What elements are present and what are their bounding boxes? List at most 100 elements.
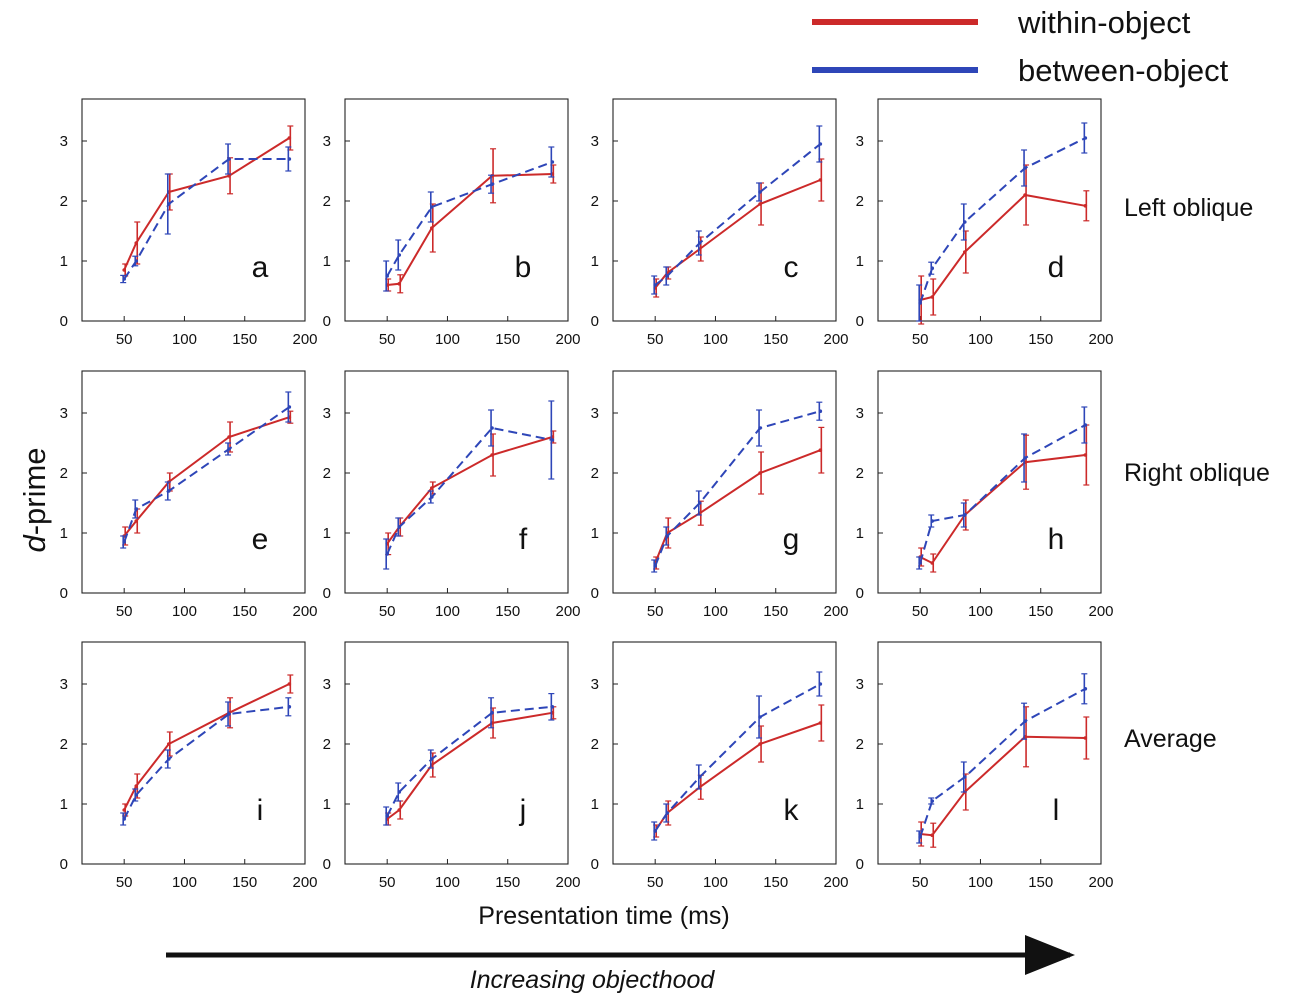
x-tick-label: 50 (912, 603, 929, 620)
within-object-point (287, 136, 292, 140)
x-tick-label: 50 (379, 874, 396, 891)
panel-f: 50 100 150 200 0 1 2 3 f (323, 370, 581, 620)
between-object-point (918, 561, 922, 565)
x-tick-label: 200 (1088, 874, 1113, 891)
panel-d: 50 100 150 200 0 1 2 3 d (856, 98, 1114, 348)
row-label-right-oblique: Right oblique (1124, 459, 1270, 487)
between-object-point (962, 513, 967, 517)
between-object-point (758, 190, 762, 194)
y-tick-label: 2 (60, 736, 68, 753)
y-tick-label: 1 (60, 796, 68, 813)
between-object-point (665, 811, 670, 815)
x-tick-label: 200 (555, 874, 580, 891)
between-object-line (919, 687, 1086, 838)
x-tick-label: 50 (379, 603, 396, 620)
within-object-point (134, 519, 139, 523)
y-tick-label: 2 (856, 736, 864, 753)
y-tick-label: 2 (323, 736, 331, 753)
within-object-point (1023, 193, 1027, 197)
between-object-point (818, 682, 823, 686)
within-object-point (122, 268, 126, 272)
within-object-point (930, 561, 935, 565)
x-tick-label: 100 (172, 603, 197, 620)
between-object-point (397, 790, 402, 794)
between-object-point (227, 712, 231, 716)
x-tick-label: 100 (435, 331, 460, 348)
y-tick-label: 1 (591, 796, 599, 813)
between-object-point (1023, 456, 1027, 460)
plot-frame (81, 370, 306, 594)
x-tick-label: 200 (1088, 603, 1113, 620)
between-object-point (818, 142, 823, 146)
y-tick-label: 2 (591, 193, 599, 210)
panel-l: 50 100 150 200 0 1 2 3 l (856, 641, 1114, 891)
x-tick-label: 100 (172, 331, 197, 348)
between-object-point (1023, 719, 1027, 723)
within-object-point (1083, 453, 1088, 457)
within-object-point (818, 178, 823, 182)
y-tick-label: 2 (856, 193, 864, 210)
within-object-point (818, 721, 823, 725)
y-tick-label: 3 (591, 133, 599, 150)
between-object-point (287, 405, 292, 409)
y-tick-label: 3 (856, 133, 864, 150)
panel-letter: c (784, 251, 799, 284)
between-object-point (490, 426, 494, 430)
y-tick-label: 1 (591, 525, 599, 542)
between-object-point (930, 519, 935, 523)
between-object-point (665, 534, 670, 538)
x-tick-label: 150 (1028, 331, 1053, 348)
between-object-point (385, 814, 389, 818)
y-tick-label: 3 (323, 405, 331, 422)
y-tick-label: 0 (856, 585, 864, 602)
within-object-point (1083, 204, 1088, 208)
between-object-point (1023, 166, 1027, 170)
within-object-point (429, 226, 434, 230)
within-object-point (930, 295, 935, 299)
between-object-point (697, 775, 702, 779)
panel-letter: a (252, 251, 269, 284)
within-object-point (227, 174, 231, 178)
x-tick-label: 200 (555, 331, 580, 348)
within-object-point (1083, 736, 1088, 740)
x-tick-label: 200 (1088, 331, 1113, 348)
y-tick-label: 0 (856, 856, 864, 873)
y-tick-label: 2 (323, 465, 331, 482)
x-tick-label: 150 (495, 874, 520, 891)
plot-frame (344, 98, 569, 322)
y-tick-label: 0 (323, 313, 331, 330)
plot-frame (81, 641, 306, 865)
within-object-line (386, 711, 553, 820)
between-object-point (166, 757, 171, 761)
between-object-point (397, 253, 402, 257)
y-tick-label: 3 (591, 676, 599, 693)
between-object-point (134, 793, 139, 797)
plot-frame (81, 98, 306, 322)
between-object-point (385, 552, 389, 556)
x-tick-label: 50 (647, 603, 664, 620)
between-object-point (758, 715, 762, 719)
y-tick-label: 1 (60, 525, 68, 542)
panel-g: 50 100 150 200 0 1 2 3 g (591, 370, 849, 620)
x-tick-label: 50 (379, 331, 396, 348)
within-object-point (134, 241, 139, 245)
between-object-point (930, 799, 935, 803)
x-tick-label: 100 (435, 603, 460, 620)
y-tick-label: 3 (591, 405, 599, 422)
x-tick-label: 150 (495, 603, 520, 620)
y-tick-label: 3 (323, 676, 331, 693)
plot-frame (344, 370, 569, 594)
between-object-point (385, 274, 389, 278)
within-object-point (287, 682, 292, 686)
panel-letter: b (515, 251, 532, 284)
between-object-point (429, 205, 434, 209)
plot-frame (612, 98, 837, 322)
between-object-point (429, 757, 434, 761)
within-object-line (920, 735, 1086, 837)
plot-frame (612, 641, 837, 865)
within-object-line (123, 683, 290, 811)
x-tick-label: 200 (823, 603, 848, 620)
x-tick-label: 150 (1028, 874, 1053, 891)
